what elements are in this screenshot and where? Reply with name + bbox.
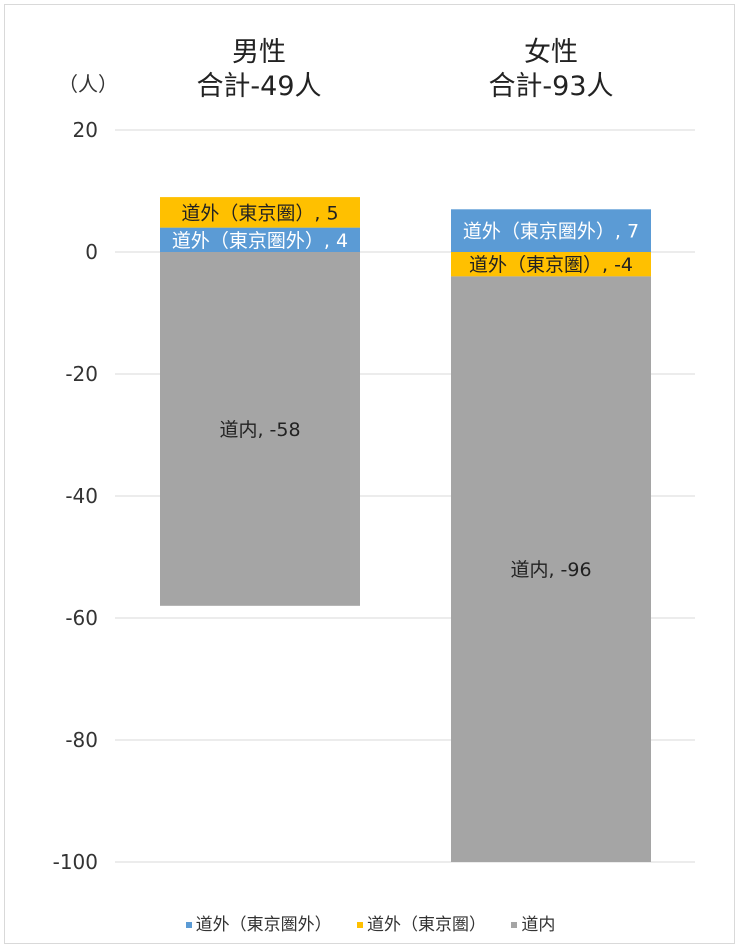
legend-item: 道外（東京圏） bbox=[357, 910, 486, 935]
category-title-line1: 女性 bbox=[524, 37, 578, 68]
y-tick-label: 20 bbox=[73, 118, 98, 142]
data-label: 道外（東京圏）, -4 bbox=[469, 254, 633, 276]
y-tick-label: -80 bbox=[65, 728, 98, 752]
legend: 道外（東京圏外） 道外（東京圏） 道内 bbox=[0, 910, 741, 935]
data-label: 道外（東京圏）, 5 bbox=[181, 202, 338, 224]
data-label: 道内, -58 bbox=[219, 419, 300, 441]
data-label: 道内, -96 bbox=[510, 559, 591, 581]
legend-swatch bbox=[357, 922, 363, 928]
bar-segment bbox=[160, 197, 360, 228]
bar-segment bbox=[451, 209, 651, 252]
category-title-line2: 合計-93人 bbox=[488, 71, 614, 102]
y-tick-label: -60 bbox=[65, 606, 98, 630]
category-title-line1: 男性 bbox=[232, 37, 286, 68]
legend-label: 道外（東京圏） bbox=[367, 915, 486, 935]
category-title-line2: 合計-49人 bbox=[196, 71, 322, 102]
category-title-female: 女性 合計-93人 bbox=[421, 36, 681, 104]
data-label: 道外（東京圏外）, 7 bbox=[463, 221, 639, 243]
legend-label: 道外（東京圏外） bbox=[195, 915, 332, 935]
bar-segment bbox=[160, 227, 360, 252]
legend-label: 道内 bbox=[521, 915, 556, 935]
category-title-male: 男性 合計-49人 bbox=[129, 36, 389, 104]
legend-swatch bbox=[185, 922, 192, 928]
y-tick-label: -40 bbox=[65, 484, 98, 508]
legend-item: 道外（東京圏外） bbox=[185, 910, 332, 935]
y-tick-label: -20 bbox=[65, 362, 98, 386]
bar-segment bbox=[451, 276, 651, 862]
chart-frame bbox=[4, 4, 735, 944]
legend-swatch bbox=[511, 922, 518, 928]
bar-segment bbox=[451, 252, 651, 277]
data-label: 道外（東京圏外）, 4 bbox=[172, 230, 348, 252]
legend-item: 道内 bbox=[511, 910, 555, 935]
y-tick-label: 0 bbox=[85, 240, 98, 264]
y-tick-label: -100 bbox=[53, 850, 98, 874]
y-axis-unit-label: （人） bbox=[58, 72, 118, 96]
bar-segment bbox=[160, 252, 360, 606]
